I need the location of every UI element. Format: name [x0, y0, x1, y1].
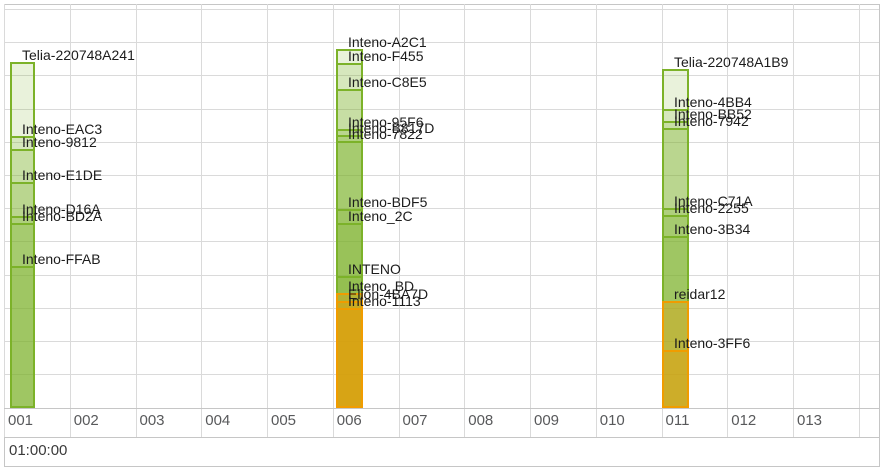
horizontal-gridline: [4, 208, 879, 210]
vertical-gridline: [135, 4, 137, 437]
vertical-gridline: [398, 4, 400, 437]
network-label-Inteno-C71A: Inteno-C71A: [674, 193, 753, 209]
horizontal-gridline: [4, 75, 879, 77]
network-label-Inteno-A2C1: Inteno-A2C1: [348, 34, 427, 50]
vertical-gridline: [267, 4, 268, 437]
network-label-Inteno-7822: Inteno-7822: [348, 126, 423, 142]
x-axis-label-013: 013: [797, 412, 823, 429]
network-label-Telia-220748A241: Telia-220748A241: [22, 47, 135, 63]
network-label-Elion-4BA7D: Elion-4BA7D: [348, 286, 429, 302]
network-bar-Inteno-3FF6: [662, 350, 689, 408]
network-label-Inteno-95F6: Inteno-95F6: [348, 114, 424, 130]
network-label-Inteno-4BB4: Inteno-4BB4: [674, 94, 752, 110]
vertical-gridline: [727, 4, 729, 437]
network-label-Inteno_2C: Inteno_2C: [348, 208, 413, 224]
network-label-Inteno-1113: Inteno-1113: [348, 293, 421, 309]
network-label-Inteno-FFAB: Inteno-FFAB: [22, 251, 101, 267]
network-label-Inteno_BD: Inteno_BD: [348, 278, 415, 294]
x-axis-label-009: 009: [534, 412, 560, 429]
x-axis-label-011: 011: [665, 412, 690, 429]
network-label-INTENO: INTENO: [348, 261, 401, 277]
label-row-separator: [4, 437, 879, 438]
vertical-gridline: [4, 4, 5, 437]
x-axis-label-002: 002: [73, 412, 99, 429]
horizontal-gridline: [4, 341, 879, 342]
vertical-gridline: [530, 4, 531, 437]
network-label-Inteno-C8E5: Inteno-C8E5: [348, 74, 427, 90]
x-axis-label-005: 005: [271, 412, 297, 429]
x-axis-label-004: 004: [205, 412, 231, 429]
vertical-gridline: [858, 4, 860, 437]
vertical-gridline: [332, 4, 334, 437]
network-label-Inteno-BB52: Inteno-BB52: [674, 106, 752, 122]
horizontal-gridline: [4, 307, 879, 309]
horizontal-gridline: [4, 175, 879, 176]
network-label-Inteno-D16A: Inteno-D16A: [22, 201, 101, 217]
network-label-Inteno-BDF5: Inteno-BDF5: [348, 194, 428, 210]
network-bar-Inteno-EAC3: [10, 136, 35, 408]
x-axis-label-001: 001: [8, 412, 34, 429]
horizontal-gridline: [4, 241, 879, 243]
network-bar-Inteno-1113: [336, 308, 363, 408]
network-bar-Inteno-FFAB: [10, 266, 35, 408]
network-label-Inteno-B817D: Inteno-B817D: [348, 120, 435, 136]
horizontal-gridline: [4, 108, 879, 110]
x-axis-label-010: 010: [599, 412, 625, 429]
network-label-Inteno-7942: Inteno-7942: [674, 113, 749, 129]
network-label-reidar12: reidar12: [674, 286, 726, 302]
x-axis-label-003: 003: [139, 412, 165, 429]
network-label-Inteno-E1DE: Inteno-E1DE: [22, 167, 103, 183]
x-axis-label-012: 012: [731, 412, 757, 429]
network-label-Inteno-EAC3: Inteno-EAC3: [22, 121, 103, 137]
network-label-Inteno-3FF6: Inteno-3FF6: [674, 335, 751, 351]
network-label-Inteno-3B34: Inteno-3B34: [674, 221, 751, 237]
time-label: 01:00:00: [9, 442, 68, 459]
horizontal-gridline: [4, 274, 879, 276]
network-label-Inteno-2255: Inteno-2255: [674, 200, 749, 216]
x-axis-label-007: 007: [402, 412, 428, 429]
x-axis-label-006: 006: [336, 412, 362, 429]
network-label-Inteno-9812: Inteno-9812: [22, 134, 97, 150]
vertical-gridline: [69, 4, 71, 437]
x-axis-line: [4, 408, 879, 409]
network-label-Inteno-F455: Inteno-F455: [348, 48, 424, 64]
horizontal-gridline: [4, 42, 879, 44]
network-label-Inteno-BD2A: Inteno-BD2A: [22, 208, 103, 224]
vertical-gridline: [464, 4, 466, 437]
horizontal-gridline: [4, 141, 879, 143]
network-label-Telia-220748A1B9: Telia-220748A1B9: [674, 54, 789, 70]
horizontal-gridline: [4, 374, 879, 376]
vertical-gridline: [793, 4, 794, 437]
vertical-gridline: [595, 4, 597, 437]
horizontal-gridline: [4, 9, 879, 10]
vertical-gridline: [201, 4, 203, 437]
x-axis-label-008: 008: [468, 412, 494, 429]
